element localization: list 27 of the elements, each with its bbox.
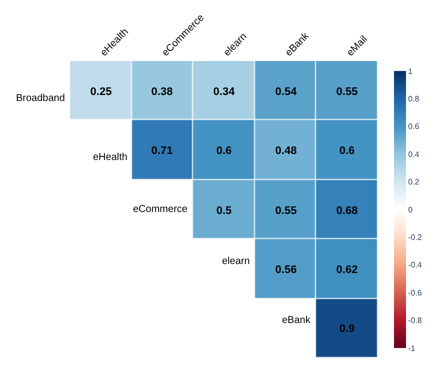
data-label: 0.38 (151, 86, 173, 98)
color-bar-label: -0.4 (408, 260, 422, 270)
color-bar-label: -0.8 (408, 316, 422, 326)
y-tick-label: Broadband (16, 93, 65, 104)
color-bar-label: -0.2 (408, 233, 422, 242)
data-label: 0.48 (275, 144, 297, 157)
color-bar-label: 1 (408, 66, 414, 76)
color-bar-label: 0.4 (408, 150, 420, 159)
color-bar-label: 0.8 (408, 94, 420, 104)
data-label: 0.54 (275, 86, 298, 98)
data-label: 0.55 (336, 86, 358, 98)
color-bar-label: 0 (408, 205, 414, 214)
data-label: 0.55 (275, 204, 297, 217)
data-label: 0.62 (336, 264, 358, 276)
color-bar-label: -1 (408, 344, 416, 353)
color-bar-label: 0.2 (408, 178, 420, 187)
data-label: 0.68 (336, 204, 358, 217)
color-bar-label: -0.6 (408, 288, 422, 298)
color-bar-label: 0.6 (408, 122, 420, 132)
data-label: 0.34 (213, 86, 236, 98)
data-label: 0.56 (275, 264, 297, 276)
data-label: 0.71 (151, 144, 173, 157)
data-label: 0.9 (339, 322, 355, 335)
data-label: 0.6 (339, 144, 355, 157)
data-label: 0.5 (216, 204, 232, 217)
data-label: 0.6 (216, 144, 232, 157)
data-label: 0.25 (90, 86, 112, 98)
